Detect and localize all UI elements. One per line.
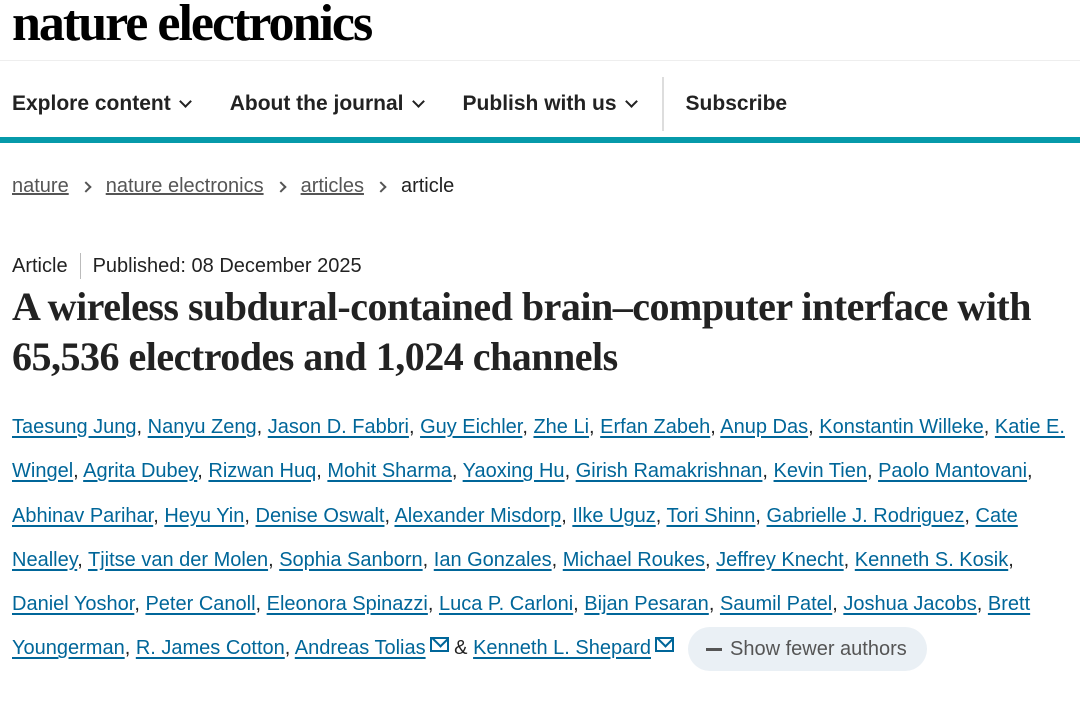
author-link[interactable]: Sophia Sanborn bbox=[279, 548, 423, 571]
chevron-down-icon bbox=[411, 94, 425, 108]
author-link[interactable]: Bijan Pesaran bbox=[584, 593, 709, 616]
nav-label: About the journal bbox=[229, 92, 404, 115]
article-title: A wireless subdural-contained brain–comp… bbox=[12, 284, 1032, 379]
author-link[interactable]: Girish Ramakrishnan bbox=[575, 460, 763, 483]
author-link[interactable]: Heyu Yin bbox=[164, 504, 245, 527]
author-link[interactable]: Kenneth S. Kosik bbox=[854, 548, 1009, 571]
author-link[interactable]: Tjitse van der Molen bbox=[87, 548, 269, 571]
author-link[interactable]: Nanyu Zeng bbox=[147, 416, 257, 438]
nav-about-journal[interactable]: About the journal bbox=[229, 92, 425, 116]
author-link[interactable]: Gabrielle J. Rodriguez bbox=[766, 504, 965, 527]
author-link[interactable]: Saumil Patel bbox=[719, 593, 833, 616]
author-link[interactable]: Taesung Jung bbox=[12, 416, 137, 438]
author-link[interactable]: Ilke Uguz bbox=[572, 504, 656, 527]
author-link[interactable]: Alexander Misdorp bbox=[394, 504, 562, 527]
author-link[interactable]: Yaoxing Hu bbox=[462, 460, 565, 483]
chevron-right-icon bbox=[375, 180, 387, 193]
author-link[interactable]: Jason D. Fabbri bbox=[267, 416, 409, 438]
author-link[interactable]: Andreas Tolias bbox=[294, 637, 426, 660]
author-link[interactable]: Rizwan Huq bbox=[208, 460, 317, 483]
breadcrumb-articles[interactable]: articles bbox=[300, 175, 364, 197]
author-link[interactable]: Peter Canoll bbox=[145, 593, 256, 616]
chevron-down-icon bbox=[624, 94, 638, 108]
breadcrumb-nature-electronics[interactable]: nature electronics bbox=[105, 175, 264, 197]
breadcrumb-current: article bbox=[400, 175, 455, 197]
email-icon[interactable] bbox=[429, 637, 449, 653]
minus-icon bbox=[706, 647, 722, 651]
publish-date: Published: 08 December 2025 bbox=[92, 254, 362, 277]
author-link[interactable]: Eleonora Spinazzi bbox=[266, 593, 428, 616]
show-fewer-authors-button[interactable]: Show fewer authors bbox=[688, 627, 927, 672]
author-link[interactable]: Abhinav Parihar bbox=[12, 504, 154, 527]
chevron-right-icon bbox=[274, 180, 287, 193]
email-icon[interactable] bbox=[655, 637, 674, 653]
author-link[interactable]: Tori Shinn bbox=[666, 504, 756, 527]
breadcrumb-nature[interactable]: nature bbox=[12, 175, 69, 197]
author-link[interactable]: Kevin Tien bbox=[773, 460, 867, 483]
main-nav: Explore content About the journal Publis… bbox=[0, 72, 1080, 136]
show-fewer-label: Show fewer authors bbox=[730, 638, 907, 661]
author-link[interactable]: Kenneth L. Shepard bbox=[473, 637, 651, 660]
chevron-right-icon bbox=[80, 180, 92, 193]
nav-publish-with-us[interactable]: Publish with us bbox=[462, 92, 638, 116]
author-link[interactable]: Michael Roukes bbox=[562, 548, 706, 571]
breadcrumb: nature nature electronics articles artic… bbox=[12, 175, 454, 198]
author-link[interactable]: Katie E. Wingel bbox=[12, 416, 1065, 483]
author-link[interactable]: Ian Gonzales bbox=[433, 548, 552, 571]
nav-explore-content[interactable]: Explore content bbox=[12, 92, 192, 116]
ampersand: & bbox=[454, 637, 468, 660]
meta-divider bbox=[79, 253, 81, 279]
author-link[interactable]: Mohit Sharma bbox=[327, 460, 452, 483]
article-type: Article bbox=[12, 254, 68, 277]
author-link[interactable]: Brett Youngerman bbox=[12, 593, 1031, 660]
nav-label: Explore content bbox=[12, 92, 171, 115]
chevron-down-icon bbox=[178, 94, 192, 108]
author-link[interactable]: Denise Oswalt bbox=[255, 504, 385, 527]
journal-logo[interactable]: nature electronics bbox=[12, 0, 373, 52]
nav-divider bbox=[661, 77, 664, 131]
nav-label: Publish with us bbox=[462, 92, 617, 115]
author-link[interactable]: R. James Cotton bbox=[135, 637, 285, 660]
author-link[interactable]: Anup Das bbox=[720, 416, 809, 438]
author-link[interactable]: Guy Eichler bbox=[420, 416, 523, 438]
author-link[interactable]: Agrita Dubey bbox=[83, 460, 198, 483]
author-list: Taesung Jung, Nanyu Zeng, Jason D. Fabbr… bbox=[12, 405, 1074, 672]
nav-subscribe[interactable]: Subscribe bbox=[685, 92, 788, 115]
author-link[interactable]: Daniel Yoshor bbox=[12, 593, 135, 616]
author-link[interactable]: Paolo Mantovani bbox=[878, 460, 1028, 483]
author-link[interactable]: Erfan Zabeh bbox=[600, 416, 711, 438]
accent-bar bbox=[0, 137, 1080, 143]
article-meta: Article Published: 08 December 2025 bbox=[12, 253, 362, 279]
author-link[interactable]: Zhe Li bbox=[533, 416, 590, 438]
author-link[interactable]: Luca P. Carloni bbox=[438, 593, 574, 616]
divider bbox=[0, 60, 1080, 61]
author-link[interactable]: Jeffrey Knecht bbox=[716, 548, 844, 571]
author-link[interactable]: Konstantin Willeke bbox=[819, 416, 984, 438]
author-link[interactable]: Cate Nealley bbox=[12, 504, 1018, 571]
author-link[interactable]: Joshua Jacobs bbox=[843, 593, 977, 616]
